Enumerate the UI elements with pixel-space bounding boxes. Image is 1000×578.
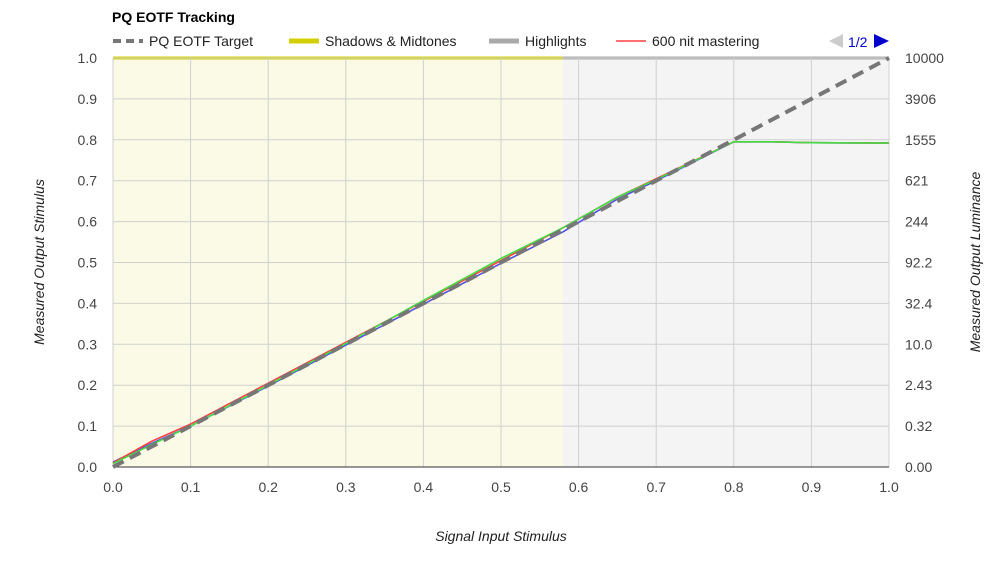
y2-tick-label: 1555 (905, 132, 936, 148)
legend-label: 600 nit mastering (652, 33, 759, 49)
y-tick-label: 0.5 (78, 255, 98, 271)
y-tick-label: 0.8 (78, 132, 98, 148)
legend-label: Highlights (525, 33, 586, 49)
y2-axis-ticks: 0.00 0.32 2.43 10.0 32.4 92.2 244 621 1555 3906 10… (905, 50, 944, 475)
y2-tick-label: 0.32 (905, 418, 932, 434)
x-tick-label: 0.6 (569, 479, 589, 495)
y2-tick-label: 0.00 (905, 459, 932, 475)
legend-item: 600 nit mastering (616, 33, 759, 49)
y-tick-label: 0.2 (78, 377, 98, 393)
y-axis-ticks: 0.0 0.1 0.2 0.3 0.4 0.5 0.6 0.7 0.8 0.9 1.0 (78, 50, 98, 475)
pager-prev-icon[interactable] (829, 34, 843, 48)
x-tick-label: 0.4 (414, 479, 434, 495)
legend: PQ EOTF Target Shadows & Midtones Highligh… (113, 33, 759, 49)
x-axis-ticks: 0.0 0.1 0.2 0.3 0.4 0.5 0.6 0.7 0.8 0.9 1.0 (103, 479, 899, 495)
x-tick-label: 0.1 (181, 479, 201, 495)
y-tick-label: 0.7 (78, 173, 98, 189)
pager-label: 1/2 (848, 34, 868, 50)
x-tick-label: 0.8 (724, 479, 744, 495)
plot-series (112, 56, 890, 469)
legend-label: PQ EOTF Target (149, 33, 253, 49)
legend-item: PQ EOTF Target (113, 33, 253, 49)
y2-tick-label: 10.0 (905, 336, 932, 352)
x-tick-label: 1.0 (879, 479, 899, 495)
x-tick-label: 0.9 (802, 479, 822, 495)
y2-tick-label: 32.4 (905, 295, 932, 311)
y2-tick-label: 92.2 (905, 255, 932, 271)
y2-tick-label: 3906 (905, 91, 936, 107)
pager-next-icon[interactable] (874, 34, 889, 48)
y-tick-label: 0.1 (78, 418, 98, 434)
y2-tick-label: 621 (905, 173, 929, 189)
legend-item: Shadows & Midtones (289, 33, 457, 49)
y-axis-title: Measured Output Stimulus (31, 179, 47, 345)
x-tick-label: 0.0 (103, 479, 123, 495)
x-tick-label: 0.2 (258, 479, 278, 495)
grid-lines (112, 57, 890, 468)
y2-tick-label: 10000 (905, 50, 944, 66)
y2-tick-label: 244 (905, 214, 929, 230)
x-axis-title: Signal Input Stimulus (435, 528, 567, 544)
y-tick-label: 0.3 (78, 336, 98, 352)
y-tick-label: 0.9 (78, 91, 98, 107)
legend-item: Highlights (489, 33, 586, 49)
y-tick-label: 0.6 (78, 214, 98, 230)
y-tick-label: 0.4 (78, 295, 98, 311)
x-tick-label: 0.5 (491, 479, 511, 495)
y2-axis-title: Measured Output Luminance (967, 172, 983, 353)
series-line (112, 56, 890, 469)
y-tick-label: 1.0 (78, 50, 98, 66)
legend-pager: 1/2 (829, 34, 889, 50)
legend-label: Shadows & Midtones (325, 33, 457, 49)
x-tick-label: 0.7 (646, 479, 666, 495)
x-tick-label: 0.3 (336, 479, 356, 495)
y-tick-label: 0.0 (78, 459, 98, 475)
chart-title: PQ EOTF Tracking (112, 9, 235, 25)
y2-tick-label: 2.43 (905, 377, 932, 393)
